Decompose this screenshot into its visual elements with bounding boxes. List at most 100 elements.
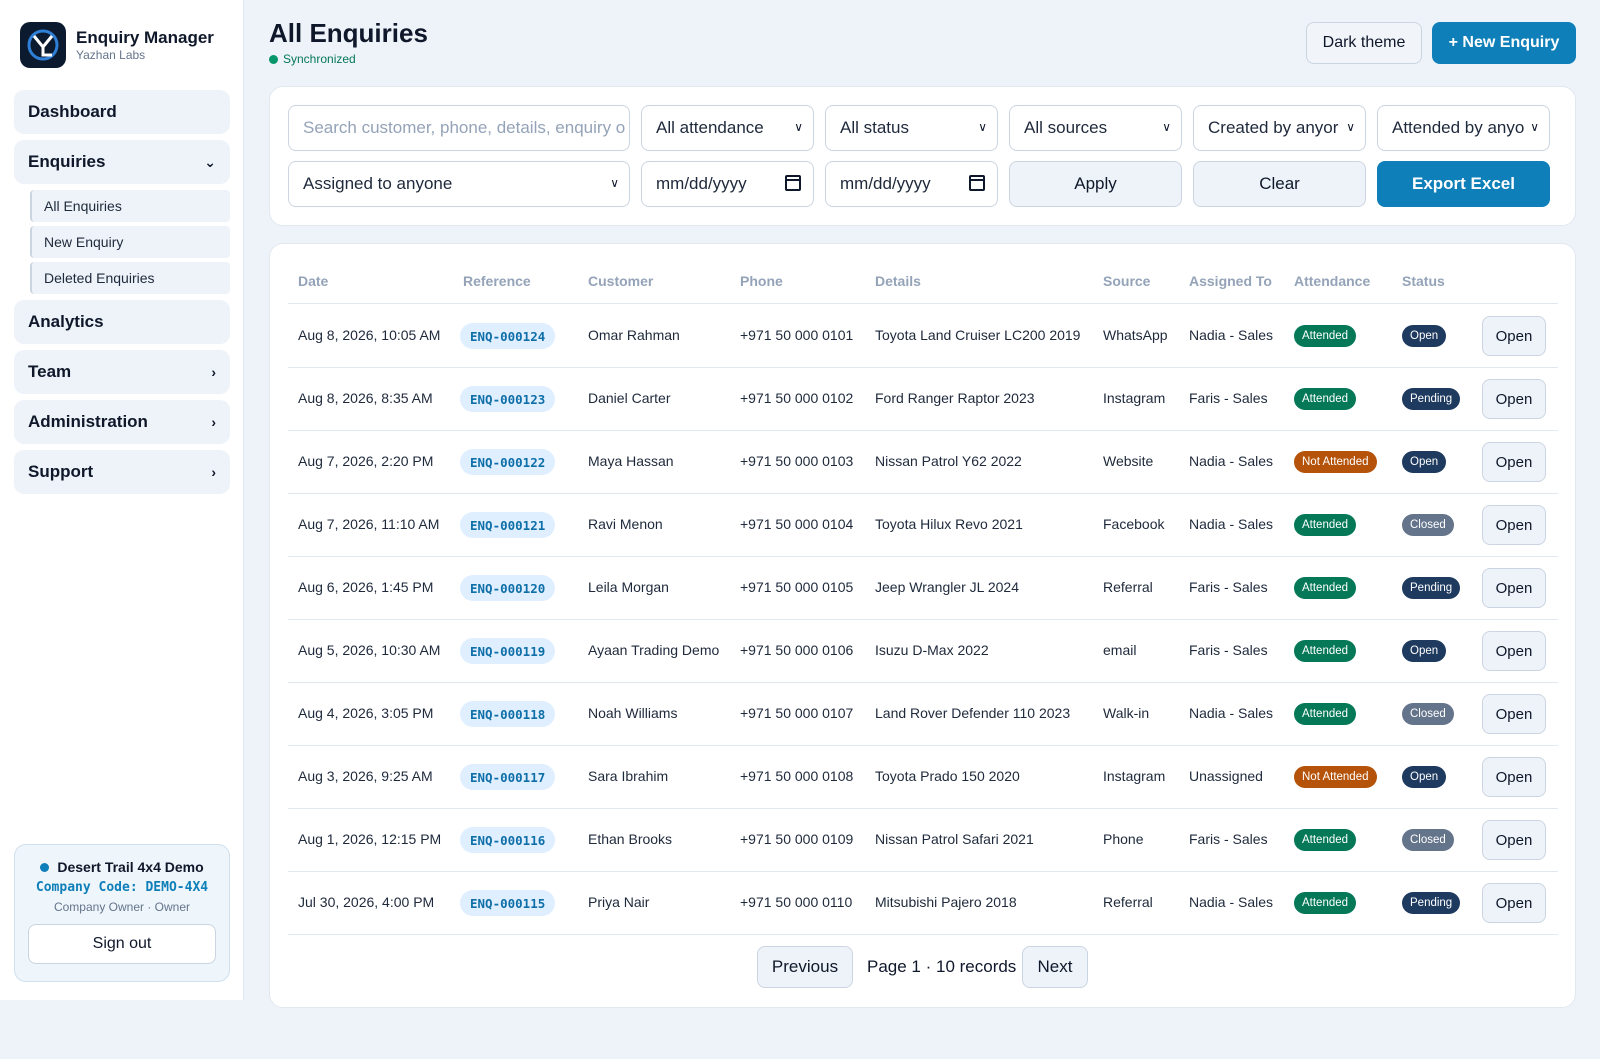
- reference-badge[interactable]: ENQ-000123: [460, 386, 556, 412]
- status-badge: Open: [1402, 325, 1447, 347]
- reference-badge[interactable]: ENQ-000122: [460, 449, 556, 475]
- column-header-source[interactable]: Source: [1103, 273, 1151, 289]
- column-header-date[interactable]: Date: [298, 273, 329, 289]
- table-row[interactable]: Aug 7, 2026, 11:10 AM ENQ-000121 Ravi Meno…: [288, 494, 1558, 557]
- open-enquiry-button[interactable]: Open: [1482, 820, 1546, 860]
- cell-assigned-to: Faris - Sales: [1189, 579, 1268, 595]
- cell-assigned-to: Nadia - Sales: [1189, 894, 1274, 910]
- table-row[interactable]: Aug 6, 2026, 1:45 PM ENQ-000120 Leila Morg…: [288, 557, 1558, 620]
- export-excel-button[interactable]: Export Excel: [1377, 161, 1550, 207]
- sources-select[interactable]: All sources ∨: [1009, 105, 1182, 151]
- reference-badge[interactable]: ENQ-000124: [460, 323, 556, 349]
- column-header-status[interactable]: Status: [1402, 273, 1445, 289]
- date-from-input[interactable]: mm/dd/yyyy: [641, 161, 814, 207]
- column-header-customer[interactable]: Customer: [588, 273, 654, 289]
- cell-date: Aug 1, 2026, 12:15 PM: [298, 831, 442, 847]
- column-header-attendance[interactable]: Attendance: [1294, 273, 1371, 289]
- sidebar-item-analytics[interactable]: Analytics: [14, 300, 230, 344]
- column-header-reference[interactable]: Reference: [463, 273, 531, 289]
- attendance-badge: Not Attended: [1294, 451, 1377, 473]
- date-to-input[interactable]: mm/dd/yyyy: [825, 161, 998, 207]
- cell-details: Toyota Prado 150 2020: [875, 768, 1020, 784]
- reference-badge[interactable]: ENQ-000121: [460, 512, 556, 538]
- reference-badge[interactable]: ENQ-000117: [460, 764, 556, 790]
- cell-phone: +971 50 000 0106: [740, 642, 854, 658]
- attended-by-select-value: Attended by anyo: [1392, 118, 1525, 137]
- reference-badge[interactable]: ENQ-000118: [460, 701, 556, 727]
- reference-badge[interactable]: ENQ-000119: [460, 638, 556, 664]
- next-page-button[interactable]: Next: [1022, 946, 1088, 988]
- page-title: All Enquiries: [269, 18, 428, 48]
- column-header-assigned-to[interactable]: Assigned To: [1189, 273, 1272, 289]
- attendance-badge: Attended: [1294, 514, 1357, 536]
- sidebar-item-label: Support: [28, 462, 94, 481]
- sidebar-item-support[interactable]: Support ›: [14, 450, 230, 494]
- open-enquiry-button[interactable]: Open: [1482, 316, 1546, 356]
- calendar-icon: [969, 175, 985, 191]
- company-name: Desert Trail 4x4 Demo: [57, 859, 204, 875]
- search-input[interactable]: Search customer, phone, details, enquiry…: [288, 105, 630, 151]
- dark-theme-button[interactable]: Dark theme: [1306, 22, 1422, 64]
- submenu-item-new-enquiry[interactable]: New Enquiry: [30, 226, 230, 258]
- sign-out-button[interactable]: Sign out: [28, 924, 216, 964]
- cell-details: Toyota Land Cruiser LC200 2019: [875, 327, 1081, 343]
- column-header-details[interactable]: Details: [875, 273, 921, 289]
- status-select[interactable]: All status ∨: [825, 105, 998, 151]
- open-enquiry-button[interactable]: Open: [1482, 694, 1546, 734]
- sidebar-item-administration[interactable]: Administration ›: [14, 400, 230, 444]
- cell-date: Aug 7, 2026, 2:20 PM: [298, 453, 434, 469]
- cell-source: WhatsApp: [1103, 327, 1168, 343]
- table-row[interactable]: Aug 1, 2026, 12:15 PM ENQ-000116 Ethan Bro…: [288, 809, 1558, 872]
- open-enquiry-button[interactable]: Open: [1482, 379, 1546, 419]
- previous-page-button[interactable]: Previous: [757, 946, 853, 988]
- open-enquiry-button[interactable]: Open: [1482, 442, 1546, 482]
- cell-details: Jeep Wrangler JL 2024: [875, 579, 1019, 595]
- cell-phone: +971 50 000 0105: [740, 579, 854, 595]
- brand-title: Enquiry Manager: [76, 28, 214, 47]
- attendance-badge: Attended: [1294, 703, 1357, 725]
- brand[interactable]: Enquiry Manager Yazhan Labs: [20, 22, 214, 68]
- company-code: Company Code: DEMO-4X4: [35, 880, 209, 895]
- submenu-item-deleted-enquiries[interactable]: Deleted Enquiries: [30, 262, 230, 294]
- table-row[interactable]: Aug 5, 2026, 10:30 AM ENQ-000119 Ayaan Tra…: [288, 620, 1558, 683]
- column-header-phone[interactable]: Phone: [740, 273, 783, 289]
- open-enquiry-button[interactable]: Open: [1482, 757, 1546, 797]
- sidebar-item-enquiries[interactable]: Enquiries ⌄: [14, 140, 230, 184]
- table-row[interactable]: Aug 8, 2026, 8:35 AM ENQ-000123 Daniel Car…: [288, 368, 1558, 431]
- attendance-select[interactable]: All attendance ∨: [641, 105, 814, 151]
- reference-badge[interactable]: ENQ-000120: [460, 575, 556, 601]
- status-badge: Pending: [1402, 892, 1461, 914]
- table-row[interactable]: Jul 30, 2026, 4:00 PM ENQ-000115 Priya Nai…: [288, 872, 1558, 935]
- date-from-value: mm/dd/yyyy: [656, 174, 747, 193]
- cell-assigned-to: Faris - Sales: [1189, 390, 1268, 406]
- new-enquiry-button[interactable]: + New Enquiry: [1432, 22, 1576, 64]
- created-by-select[interactable]: Created by anyor ∨: [1193, 105, 1366, 151]
- apply-button[interactable]: Apply: [1009, 161, 1182, 207]
- assigned-select[interactable]: Assigned to anyone ∨: [288, 161, 630, 207]
- sidebar-item-label: Team: [28, 362, 72, 381]
- submenu-item-all-enquiries[interactable]: All Enquiries: [30, 190, 230, 222]
- reference-badge[interactable]: ENQ-000115: [460, 890, 556, 916]
- cell-details: Land Rover Defender 110 2023: [875, 705, 1071, 721]
- status-badge: Open: [1402, 640, 1447, 662]
- calendar-icon: [785, 175, 801, 191]
- cell-phone: +971 50 000 0101: [740, 327, 854, 343]
- sidebar-nav: Dashboard Enquiries ⌄ All Enquiries New …: [14, 90, 230, 500]
- open-enquiry-button[interactable]: Open: [1482, 505, 1546, 545]
- table-row[interactable]: Aug 7, 2026, 2:20 PM ENQ-000122 Maya Hassa…: [288, 431, 1558, 494]
- attendance-badge: Attended: [1294, 892, 1357, 914]
- sidebar-item-dashboard[interactable]: Dashboard: [14, 90, 230, 134]
- open-enquiry-button[interactable]: Open: [1482, 631, 1546, 671]
- brand-logo-icon: [20, 22, 66, 68]
- table-row[interactable]: Aug 8, 2026, 10:05 AM ENQ-000124 Omar Rahm…: [288, 305, 1558, 368]
- open-enquiry-button[interactable]: Open: [1482, 883, 1546, 923]
- reference-badge[interactable]: ENQ-000116: [460, 827, 556, 853]
- table-row[interactable]: Aug 4, 2026, 3:05 PM ENQ-000118 Noah Willi…: [288, 683, 1558, 746]
- sidebar-item-team[interactable]: Team ›: [14, 350, 230, 394]
- cell-details: Nissan Patrol Safari 2021: [875, 831, 1034, 847]
- sidebar: Enquiry Manager Yazhan Labs Dashboard En…: [0, 0, 244, 1000]
- clear-button[interactable]: Clear: [1193, 161, 1366, 207]
- attended-by-select[interactable]: Attended by anyo ∨: [1377, 105, 1550, 151]
- open-enquiry-button[interactable]: Open: [1482, 568, 1546, 608]
- table-row[interactable]: Aug 3, 2026, 9:25 AM ENQ-000117 Sara Ibrah…: [288, 746, 1558, 809]
